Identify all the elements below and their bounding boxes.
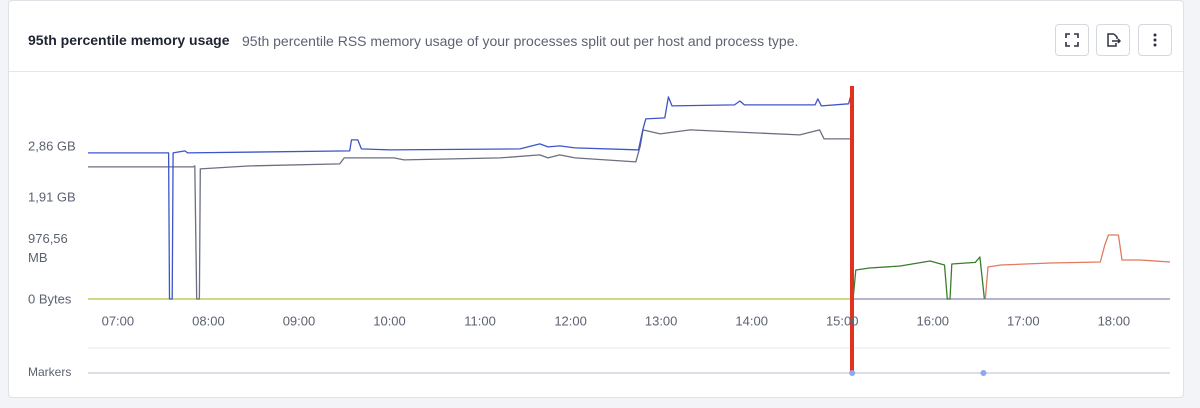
- x-tick-label: 11:00: [464, 313, 496, 328]
- more-icon: [1153, 33, 1157, 47]
- series-line: [852, 256, 986, 300]
- x-tick-label: 14:00: [735, 313, 768, 328]
- markers-label: Markers: [28, 365, 71, 379]
- x-tick-label: 13:00: [645, 313, 678, 328]
- x-tick-label: 12:00: [554, 313, 587, 328]
- series-line: [984, 234, 1171, 300]
- x-tick-label: 15:00: [826, 313, 859, 328]
- export-icon: [1107, 33, 1121, 47]
- x-tick-label: 09:00: [283, 313, 316, 328]
- marker-dot: [980, 370, 987, 376]
- x-tick-label: 16:00: [917, 313, 950, 328]
- export-button[interactable]: [1096, 24, 1130, 56]
- panel-header: 95th percentile memory usage 95th percen…: [9, 1, 1183, 72]
- y-tick-label: 0 Bytes: [28, 291, 72, 307]
- panel: 95th percentile memory usage 95th percen…: [8, 0, 1184, 398]
- marker-dot: [849, 370, 856, 376]
- x-tick-label: 18:00: [1098, 313, 1131, 328]
- x-tick-label: 17:00: [1007, 313, 1040, 328]
- x-tick-label: 07:00: [102, 313, 135, 328]
- y-tick-label: 976,56 MB: [28, 230, 68, 265]
- plot-area: [88, 96, 1171, 300]
- series-line: [88, 96, 852, 300]
- more-button[interactable]: [1138, 24, 1172, 56]
- x-tick-label: 08:00: [192, 313, 225, 328]
- panel-subtitle: 95th percentile RSS memory usage of your…: [242, 33, 799, 49]
- y-tick-label: 1,91 GB: [28, 189, 76, 205]
- fullscreen-icon: [1065, 33, 1079, 47]
- x-tick-label: 10:00: [373, 313, 406, 328]
- y-tick-label: 2,86 GB: [28, 138, 76, 154]
- fullscreen-button[interactable]: [1055, 24, 1089, 56]
- series-line: [88, 129, 851, 300]
- panel-title: 95th percentile memory usage: [28, 32, 230, 48]
